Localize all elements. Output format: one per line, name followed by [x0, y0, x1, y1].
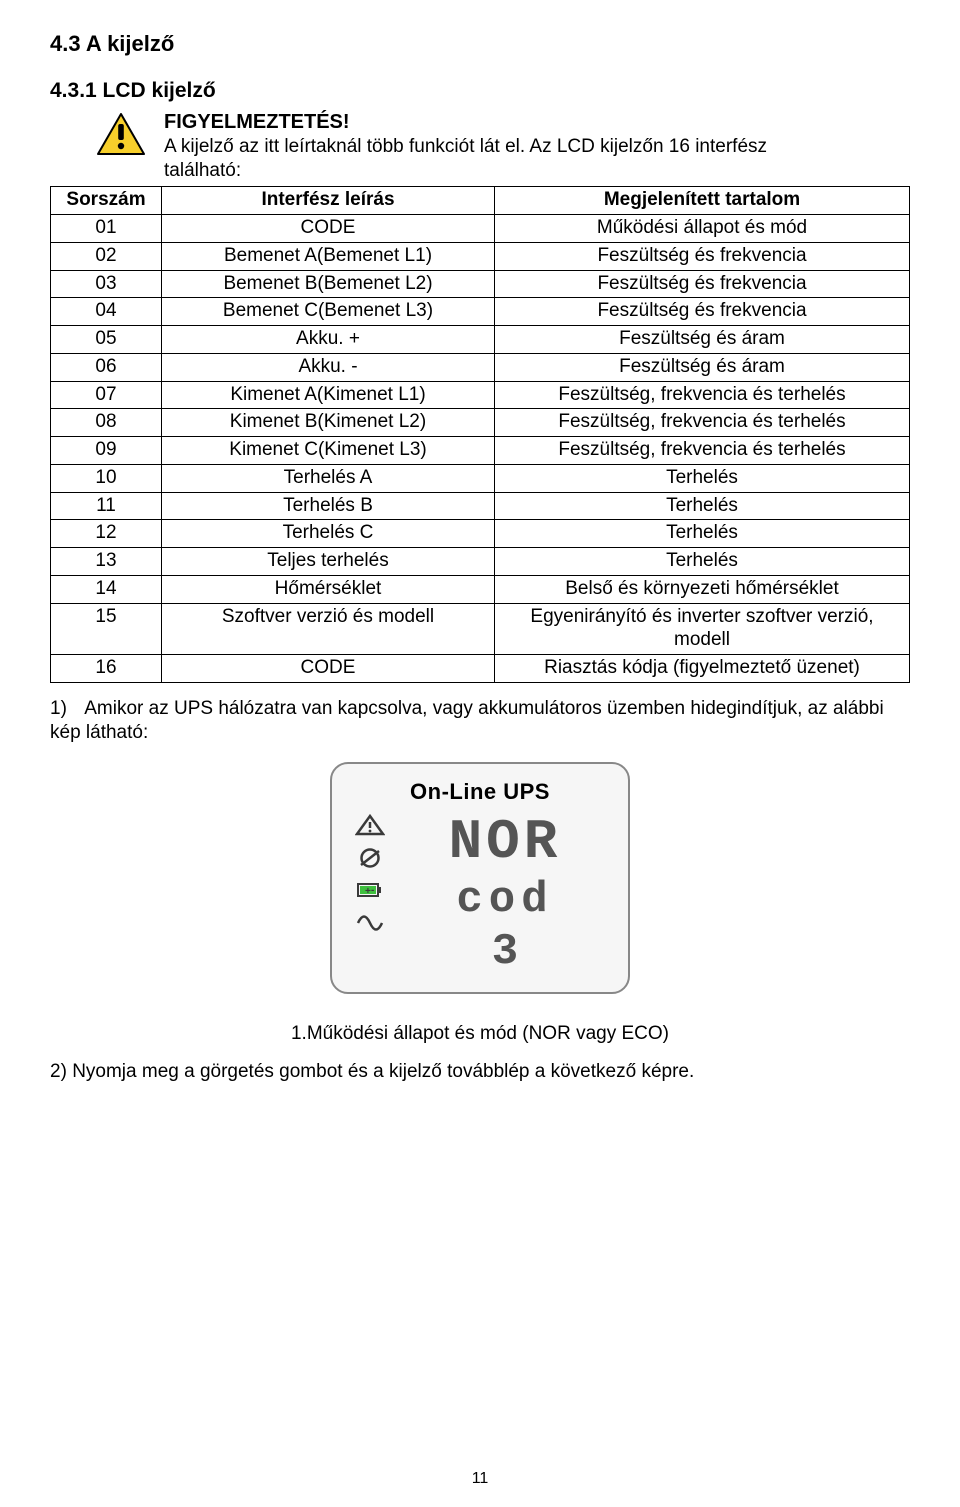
- table-row: 04Bemenet C(Bemenet L3)Feszültség és fre…: [51, 298, 910, 326]
- table-cell: 10: [51, 464, 162, 492]
- table-cell: 07: [51, 381, 162, 409]
- table-header-row: Sorszám Interfész leírás Megjelenített t…: [51, 187, 910, 215]
- table-cell: Feszültség és frekvencia: [495, 270, 910, 298]
- table-cell: Feszültség és frekvencia: [495, 298, 910, 326]
- table-row: 01CODEMűködési állapot és mód: [51, 215, 910, 243]
- table-cell: Bemenet A(Bemenet L1): [162, 242, 495, 270]
- table-cell: 06: [51, 353, 162, 381]
- col-header-index: Sorszám: [51, 187, 162, 215]
- table-cell: Terhelés: [495, 492, 910, 520]
- table-row: 14HőmérsékletBelső és környezeti hőmérsé…: [51, 575, 910, 603]
- battery-icon: + -: [350, 879, 390, 908]
- table-cell: Feszültség, frekvencia és terhelés: [495, 409, 910, 437]
- table-row: 08Kimenet B(Kimenet L2)Feszültség, frekv…: [51, 409, 910, 437]
- table-cell: Hőmérséklet: [162, 575, 495, 603]
- table-cell: Terhelés B: [162, 492, 495, 520]
- table-cell: 09: [51, 437, 162, 465]
- table-cell: 03: [51, 270, 162, 298]
- table-cell: Egyenirányító és inverter szoftver verzi…: [495, 603, 910, 655]
- table-cell: Feszültség, frekvencia és terhelés: [495, 381, 910, 409]
- lcd-panel: On-Line UPS + -: [330, 762, 630, 994]
- table-cell: 14: [51, 575, 162, 603]
- table-cell: Teljes terhelés: [162, 548, 495, 576]
- note-1: 1) Amikor az UPS hálózatra van kapcsolva…: [50, 697, 910, 745]
- table-cell: Kimenet B(Kimenet L2): [162, 409, 495, 437]
- table-cell: Működési állapot és mód: [495, 215, 910, 243]
- page-number: 11: [0, 1469, 960, 1489]
- table-cell: 05: [51, 326, 162, 354]
- table-row: 16CODERiasztás kódja (figyelmeztető üzen…: [51, 655, 910, 683]
- heading-1: 4.3 A kijelző: [50, 30, 910, 58]
- table-cell: Feszültség, frekvencia és terhelés: [495, 437, 910, 465]
- table-cell: Szoftver verzió és modell: [162, 603, 495, 655]
- table-row: 03Bemenet B(Bemenet L2)Feszültség és fre…: [51, 270, 910, 298]
- lcd-title: On-Line UPS: [350, 778, 610, 806]
- alert-triangle-icon: [350, 814, 390, 843]
- table-row: 12Terhelés CTerhelés: [51, 520, 910, 548]
- table-cell: Bemenet C(Bemenet L3): [162, 298, 495, 326]
- heading-2: 4.3.1 LCD kijelző: [50, 78, 910, 104]
- table-cell: 11: [51, 492, 162, 520]
- table-cell: Bemenet B(Bemenet L2): [162, 270, 495, 298]
- table-cell: 12: [51, 520, 162, 548]
- table-cell: Feszültség és áram: [495, 326, 910, 354]
- lcd-line-1: NOR: [449, 814, 562, 870]
- sine-wave-icon: [350, 912, 390, 941]
- table-cell: Terhelés: [495, 548, 910, 576]
- table-cell: Riasztás kódja (figyelmeztető üzenet): [495, 655, 910, 683]
- note-1-text: Amikor az UPS hálózatra van kapcsolva, v…: [50, 698, 884, 743]
- table-row: 06Akku. -Feszültség és áram: [51, 353, 910, 381]
- lcd-caption: 1.Működési állapot és mód (NOR vagy ECO): [50, 1022, 910, 1046]
- table-cell: 02: [51, 242, 162, 270]
- table-row: 07Kimenet A(Kimenet L1)Feszültség, frekv…: [51, 381, 910, 409]
- table-cell: 08: [51, 409, 162, 437]
- warning-title: FIGYELMEZTETÉS!: [164, 110, 767, 135]
- table-cell: Kimenet C(Kimenet L3): [162, 437, 495, 465]
- table-cell: Feszültség és áram: [495, 353, 910, 381]
- table-cell: CODE: [162, 655, 495, 683]
- lcd-line-2: cod: [456, 878, 553, 922]
- lcd-line-3: 3: [480, 930, 530, 974]
- table-cell: 16: [51, 655, 162, 683]
- warning-line-1: A kijelző az itt leírtaknál több funkció…: [164, 135, 767, 159]
- table-cell: Feszültség és frekvencia: [495, 242, 910, 270]
- table-cell: Terhelés C: [162, 520, 495, 548]
- bypass-icon: [350, 847, 390, 876]
- note-2-number: 2): [50, 1061, 67, 1082]
- table-cell: 15: [51, 603, 162, 655]
- interfaces-table: Sorszám Interfész leírás Megjelenített t…: [50, 186, 910, 683]
- table-cell: CODE: [162, 215, 495, 243]
- note-1-number: 1): [50, 697, 80, 721]
- table-row: 02Bemenet A(Bemenet L1)Feszültség és fre…: [51, 242, 910, 270]
- table-row: 11Terhelés BTerhelés: [51, 492, 910, 520]
- table-cell: Akku. -: [162, 353, 495, 381]
- table-cell: Belső és környezeti hőmérséklet: [495, 575, 910, 603]
- table-cell: Terhelés: [495, 520, 910, 548]
- col-header-desc: Interfész leírás: [162, 187, 495, 215]
- table-cell: Kimenet A(Kimenet L1): [162, 381, 495, 409]
- table-cell: Akku. +: [162, 326, 495, 354]
- warning-block: FIGYELMEZTETÉS! A kijelző az itt leírtak…: [50, 110, 910, 183]
- table-row: 10Terhelés ATerhelés: [51, 464, 910, 492]
- table-cell: 13: [51, 548, 162, 576]
- col-header-content: Megjelenített tartalom: [495, 187, 910, 215]
- warning-line-2: található:: [164, 159, 767, 183]
- svg-text:-: -: [371, 885, 374, 896]
- table-cell: Terhelés: [495, 464, 910, 492]
- warning-icon: [96, 112, 146, 156]
- table-row: 15Szoftver verzió és modellEgyenirányító…: [51, 603, 910, 655]
- note-2-text: Nyomja meg a görgetés gombot és a kijelz…: [72, 1061, 694, 1082]
- table-cell: 01: [51, 215, 162, 243]
- table-row: 09Kimenet C(Kimenet L3)Feszültség, frekv…: [51, 437, 910, 465]
- note-2: 2) Nyomja meg a görgetés gombot és a kij…: [50, 1060, 910, 1084]
- table-row: 13Teljes terhelésTerhelés: [51, 548, 910, 576]
- table-row: 05Akku. +Feszültség és áram: [51, 326, 910, 354]
- table-cell: 04: [51, 298, 162, 326]
- table-cell: Terhelés A: [162, 464, 495, 492]
